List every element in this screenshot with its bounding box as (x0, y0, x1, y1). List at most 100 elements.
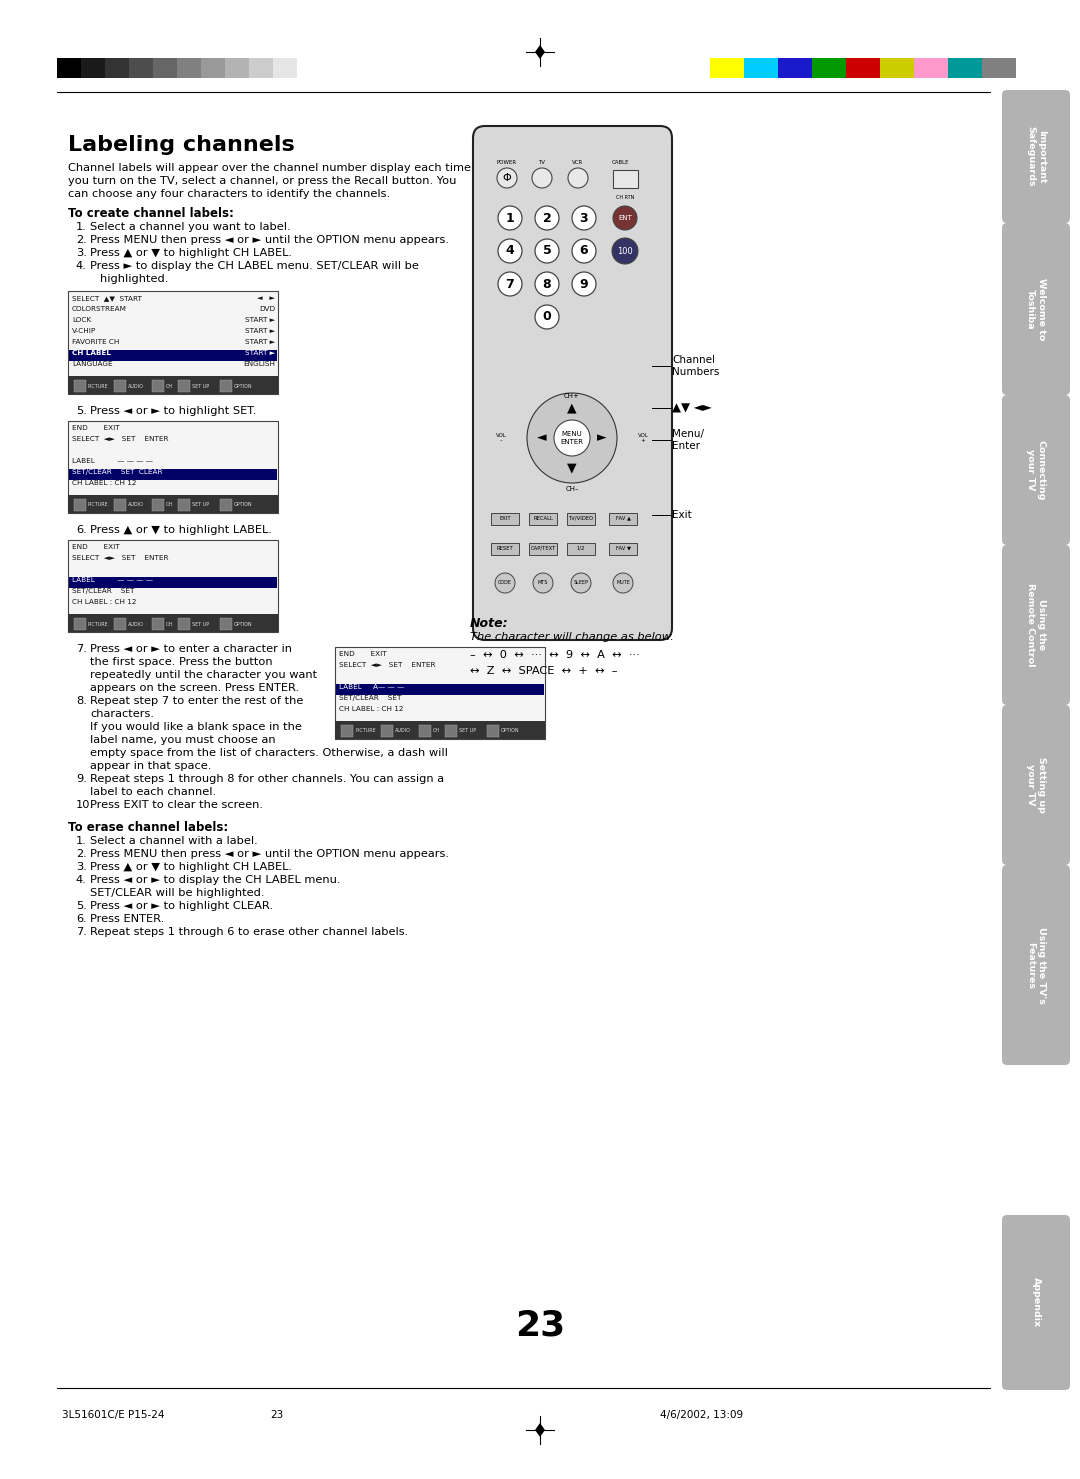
Polygon shape (535, 1423, 545, 1438)
Text: SET/CLEAR    SET  CLEAR: SET/CLEAR SET CLEAR (72, 469, 162, 475)
Text: 2.: 2. (76, 849, 86, 859)
Text: DVD: DVD (259, 306, 275, 312)
Text: Press ◄ or ► to enter a character in: Press ◄ or ► to enter a character in (90, 643, 292, 654)
Text: FAV ▼: FAV ▼ (616, 546, 631, 550)
Circle shape (495, 572, 515, 593)
Bar (178, 380, 190, 392)
Text: ▲: ▲ (567, 401, 577, 414)
Text: 0: 0 (542, 311, 552, 324)
Text: AUDIO: AUDIO (395, 729, 410, 734)
Text: SLEEP: SLEEP (573, 580, 589, 586)
Text: LANGUAGE: LANGUAGE (72, 361, 112, 367)
Circle shape (572, 206, 596, 231)
Bar (114, 380, 126, 392)
Text: 4: 4 (505, 244, 514, 257)
Text: MENU
ENTER: MENU ENTER (561, 432, 583, 445)
Text: appears on the screen. Press ENTER.: appears on the screen. Press ENTER. (90, 683, 299, 694)
Text: COLORSTREAM: COLORSTREAM (72, 306, 126, 312)
Circle shape (554, 420, 590, 456)
Bar (220, 618, 232, 630)
Circle shape (613, 206, 637, 231)
Text: Repeat step 7 to enter the rest of the: Repeat step 7 to enter the rest of the (90, 697, 303, 705)
Text: 7.: 7. (76, 927, 86, 938)
Circle shape (535, 240, 559, 263)
Text: 6.: 6. (76, 525, 86, 535)
Bar (613, 170, 638, 188)
Bar (982, 58, 1016, 78)
Bar (69, 577, 276, 589)
Text: appear in that space.: appear in that space. (90, 762, 212, 771)
Bar (812, 58, 846, 78)
Text: can choose any four characters to identify the channels.: can choose any four characters to identi… (68, 189, 390, 200)
Bar (249, 58, 273, 78)
Text: LABEL     A— — —: LABEL A— — — (339, 683, 404, 691)
Bar (529, 543, 557, 555)
Text: Repeat steps 1 through 8 for other channels. You can assign a: Repeat steps 1 through 8 for other chann… (90, 774, 444, 784)
Bar (178, 618, 190, 630)
Text: Press ▲ or ▼ to highlight CH LABEL.: Press ▲ or ▼ to highlight CH LABEL. (90, 862, 292, 873)
Text: Important
Safeguards: Important Safeguards (1026, 126, 1045, 186)
Text: Using the
Remote Control: Using the Remote Control (1026, 583, 1045, 667)
Text: AUDIO: AUDIO (129, 383, 144, 389)
Text: Press EXIT to clear the screen.: Press EXIT to clear the screen. (90, 800, 264, 810)
Bar (273, 58, 297, 78)
Bar (335, 720, 545, 740)
FancyBboxPatch shape (1002, 705, 1070, 865)
Text: END       EXIT: END EXIT (72, 544, 120, 550)
Text: you turn on the TV, select a channel, or press the Recall button. You: you turn on the TV, select a channel, or… (68, 176, 457, 186)
Bar (487, 725, 499, 737)
Text: Press ◄ or ► to highlight SET.: Press ◄ or ► to highlight SET. (90, 407, 256, 416)
Bar (68, 422, 278, 513)
Bar (75, 498, 86, 512)
Bar (336, 683, 544, 695)
Text: AUDIO: AUDIO (129, 503, 144, 507)
Text: LABEL          — — — —: LABEL — — — — (72, 577, 153, 583)
Text: Welcome to
Toshiba: Welcome to Toshiba (1026, 278, 1045, 340)
Bar (81, 58, 105, 78)
Bar (225, 58, 249, 78)
Text: CH: CH (433, 729, 441, 734)
Bar (846, 58, 880, 78)
Text: CH: CH (166, 621, 173, 627)
Text: 2: 2 (542, 211, 552, 225)
Text: TV: TV (539, 160, 545, 166)
Text: Select a channel you want to label.: Select a channel you want to label. (90, 222, 291, 232)
Text: MUTE: MUTE (616, 580, 630, 586)
FancyBboxPatch shape (1002, 395, 1070, 544)
Bar (341, 725, 353, 737)
Text: END       EXIT: END EXIT (72, 424, 120, 430)
Text: CH LABEL : CH 12: CH LABEL : CH 12 (72, 599, 136, 605)
Bar (129, 58, 153, 78)
Text: OPTION: OPTION (501, 729, 519, 734)
Text: START ►: START ► (245, 339, 275, 345)
Text: Press ▲ or ▼ to highlight LABEL.: Press ▲ or ▼ to highlight LABEL. (90, 525, 272, 535)
Text: ►: ► (597, 432, 607, 445)
Text: Press ◄ or ► to highlight CLEAR.: Press ◄ or ► to highlight CLEAR. (90, 901, 273, 911)
Text: Appendix: Appendix (1031, 1278, 1040, 1328)
Text: CODE: CODE (498, 580, 512, 586)
Bar (445, 725, 457, 737)
Text: CH LABEL : CH 12: CH LABEL : CH 12 (339, 705, 404, 711)
Circle shape (572, 272, 596, 296)
Text: POWER: POWER (497, 160, 517, 166)
Bar (152, 618, 164, 630)
Text: 8.: 8. (76, 697, 86, 705)
Text: To erase channel labels:: To erase channel labels: (68, 821, 228, 834)
Circle shape (532, 169, 552, 188)
Text: Labeling channels: Labeling channels (68, 135, 295, 155)
Text: repeatedly until the character you want: repeatedly until the character you want (90, 670, 318, 680)
Text: 9: 9 (580, 278, 589, 290)
Bar (220, 498, 232, 512)
Text: CH–: CH– (565, 487, 579, 493)
Text: SET/CLEAR    SET: SET/CLEAR SET (339, 695, 402, 701)
Bar (567, 513, 595, 525)
Bar (419, 725, 431, 737)
Text: RESET: RESET (497, 546, 513, 550)
Text: 5: 5 (542, 244, 552, 257)
Text: –  ↔  0  ↔  ···  ↔  9  ↔  A  ↔  ···: – ↔ 0 ↔ ··· ↔ 9 ↔ A ↔ ··· (470, 649, 639, 660)
Bar (57, 58, 81, 78)
Text: 3L51601C/E P15-24: 3L51601C/E P15-24 (62, 1409, 164, 1420)
Text: Repeat steps 1 through 6 to erase other channel labels.: Repeat steps 1 through 6 to erase other … (90, 927, 408, 938)
Text: Connecting
your TV: Connecting your TV (1026, 439, 1045, 500)
Text: Channel labels will appear over the channel number display each time: Channel labels will appear over the chan… (68, 163, 471, 173)
